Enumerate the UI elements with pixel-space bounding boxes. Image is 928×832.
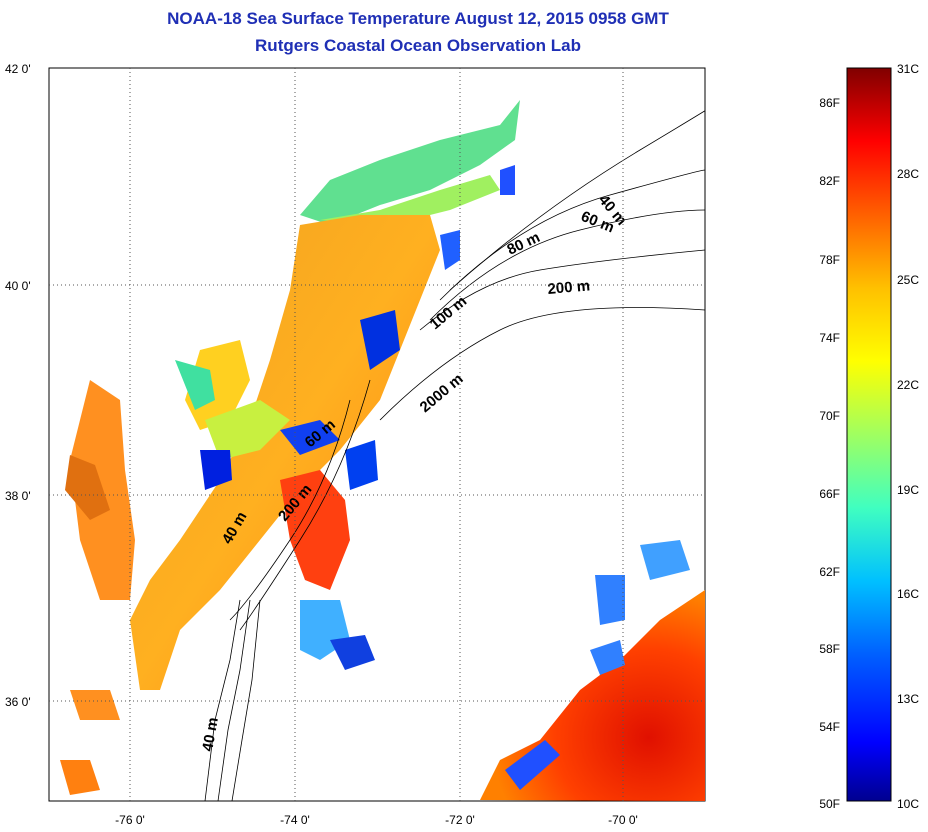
colorbar-f-label: 74F xyxy=(819,331,840,345)
colorbar-c-label: 25C xyxy=(897,273,919,287)
lon-label: -74 0' xyxy=(280,813,310,827)
sst-imagery xyxy=(60,100,705,801)
colorbar-f-label: 62F xyxy=(819,565,840,579)
lon-label: -70 0' xyxy=(608,813,638,827)
isobath-label: 200 m xyxy=(547,277,591,298)
colorbar-f-label: 70F xyxy=(819,409,840,423)
lon-label: -72 0' xyxy=(445,813,475,827)
map-subtitle: Rutgers Coastal Ocean Observation Lab xyxy=(255,36,581,55)
colorbar-c-label: 13C xyxy=(897,692,919,706)
colorbar-f-label: 66F xyxy=(819,487,840,501)
graticule xyxy=(49,68,705,801)
cold-patch-1 xyxy=(200,450,232,490)
colorbar-c-label: 19C xyxy=(897,483,919,497)
lat-label: 40 0' xyxy=(5,279,31,293)
isobath-label: 40 m xyxy=(199,716,222,753)
long-island-sst xyxy=(300,100,520,225)
lat-label: 38 0' xyxy=(5,489,31,503)
shelf-warm-water xyxy=(130,215,440,690)
colorbar-celsius-labels: 31C 28C 25C 22C 19C 16C 13C 10C xyxy=(897,62,919,811)
shelf-break-warm xyxy=(280,470,350,590)
colorbar-f-label: 82F xyxy=(819,174,840,188)
colorbar-c-label: 10C xyxy=(897,797,919,811)
map-title: NOAA-18 Sea Surface Temperature August 1… xyxy=(167,9,669,28)
colorbar-fahrenheit-labels: 86F 82F 78F 74F 70F 66F 62F 58F 54F 50F xyxy=(819,96,840,811)
colorbar-f-label: 58F xyxy=(819,642,840,656)
colorbar xyxy=(846,67,892,802)
lon-label: -76 0' xyxy=(115,813,145,827)
colorbar-c-label: 16C xyxy=(897,587,919,601)
colorbar-f-label: 86F xyxy=(819,96,840,110)
lat-label: 42 0' xyxy=(5,62,31,76)
colorbar-f-label: 50F xyxy=(819,797,840,811)
colorbar-c-label: 28C xyxy=(897,167,919,181)
colorbar-f-label: 78F xyxy=(819,253,840,267)
colorbar-c-label: 31C xyxy=(897,62,919,76)
lat-label: 36 0' xyxy=(5,695,31,709)
isobath-contours xyxy=(204,109,705,801)
colorbar-f-label: 54F xyxy=(819,720,840,734)
colorbar-c-label: 22C xyxy=(897,378,919,392)
